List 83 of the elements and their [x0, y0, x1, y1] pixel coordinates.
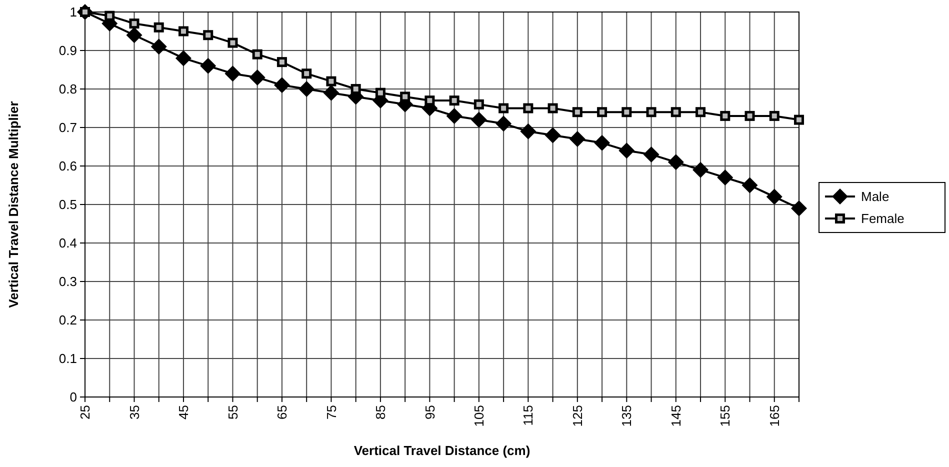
point: [154, 22, 164, 32]
point: [276, 57, 287, 68]
x-tick-label: 55: [225, 405, 240, 420]
point: [794, 114, 804, 125]
y-tick-label: 0.6: [58, 158, 77, 174]
point: [375, 88, 386, 98]
legend-label: Female: [861, 211, 904, 226]
point: [791, 200, 807, 216]
point: [594, 134, 610, 151]
x-tick-label: 165: [766, 405, 782, 427]
point: [544, 127, 561, 144]
y-tick-label: 0.5: [58, 197, 77, 212]
point: [400, 92, 410, 102]
point: [252, 49, 262, 60]
point: [618, 142, 635, 159]
point: [203, 30, 214, 40]
point: [569, 131, 586, 148]
point: [744, 110, 755, 121]
x-tick-label: 75: [324, 405, 339, 420]
y-tick-label: 0.7: [58, 120, 77, 136]
point: [424, 96, 435, 106]
point: [470, 112, 487, 128]
point: [175, 50, 192, 66]
point: [643, 146, 660, 162]
y-tick-label: 0.1: [58, 351, 77, 366]
point: [150, 38, 167, 55]
point: [696, 107, 706, 118]
point: [298, 81, 315, 97]
point: [323, 84, 340, 101]
point: [326, 76, 336, 86]
point: [200, 58, 216, 74]
point: [249, 69, 266, 86]
point: [302, 68, 312, 79]
y-tick-label: 0.3: [58, 274, 77, 290]
point: [126, 27, 142, 44]
point: [769, 110, 780, 121]
legend-label: Male: [861, 189, 890, 204]
y-tick-label: 0.2: [58, 312, 77, 328]
y-tick-label: 1: [70, 4, 77, 20]
point: [548, 103, 558, 114]
point: [446, 108, 462, 124]
y-tick-label: 0: [70, 390, 77, 405]
point: [668, 154, 684, 170]
point: [622, 107, 632, 118]
x-tick-label: 115: [520, 405, 536, 426]
point: [766, 188, 782, 205]
point: [520, 123, 536, 140]
y-axis-title: Vertical Travel Distance Multiplier: [6, 101, 21, 308]
point: [717, 170, 734, 186]
point: [350, 84, 361, 94]
point: [449, 96, 460, 106]
point: [104, 10, 115, 21]
point: [178, 26, 188, 36]
x-tick-label: 135: [619, 405, 634, 427]
x-tick-label: 95: [422, 405, 438, 420]
x-tick-label: 155: [718, 405, 733, 427]
point: [742, 177, 758, 194]
point: [228, 38, 238, 48]
point: [224, 66, 241, 82]
y-tick-label: 0.9: [58, 43, 77, 58]
y-tick-label: 0.4: [58, 236, 77, 251]
x-tick-label: 125: [570, 405, 585, 427]
x-tick-label: 105: [471, 405, 486, 427]
point: [474, 99, 484, 110]
point: [692, 162, 709, 178]
x-tick-label: 35: [126, 405, 142, 420]
point: [597, 107, 608, 118]
point: [274, 77, 290, 94]
point: [523, 103, 534, 114]
point: [720, 110, 730, 121]
x-axis-title: Vertical Travel Distance (cm): [354, 443, 530, 458]
y-tick-label: 0.8: [58, 82, 77, 97]
x-tick-label: 25: [78, 405, 93, 420]
x-tick-label: 145: [668, 405, 684, 427]
x-tick-label: 45: [176, 405, 192, 420]
point: [129, 18, 140, 29]
x-tick-label: 85: [373, 405, 388, 420]
x-tick-label: 65: [274, 405, 290, 420]
point: [498, 103, 509, 114]
point: [646, 107, 656, 118]
point: [496, 116, 512, 132]
point: [670, 107, 681, 118]
point: [572, 107, 582, 118]
